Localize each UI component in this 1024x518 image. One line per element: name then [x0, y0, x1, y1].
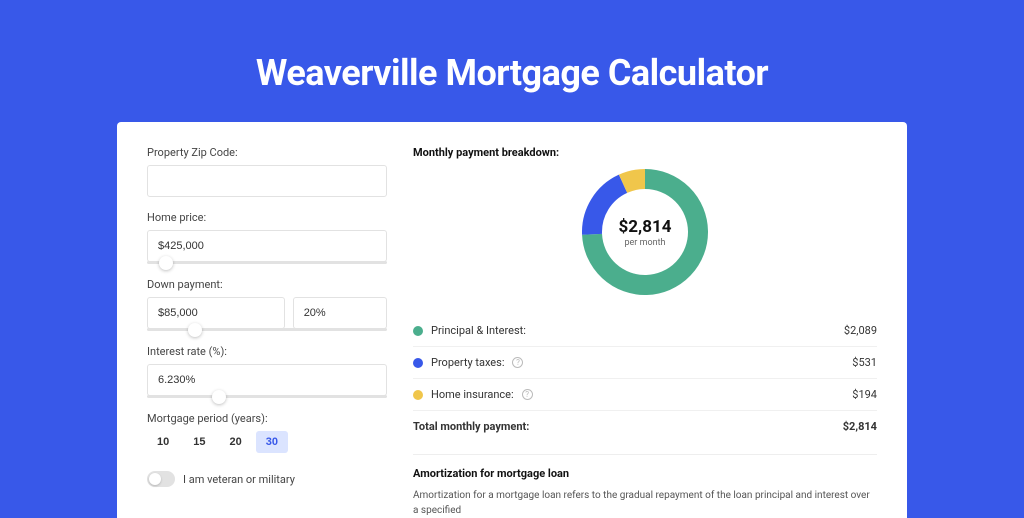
- legend-dot-insurance: [413, 390, 423, 400]
- legend-label-insurance: Home insurance:: [431, 388, 514, 401]
- interest-rate-slider-thumb[interactable]: [212, 390, 226, 404]
- home-price-slider[interactable]: [147, 261, 387, 264]
- down-payment-pct-input[interactable]: [293, 297, 387, 329]
- veteran-row: I am veteran or military: [147, 471, 387, 487]
- period-label: Mortgage period (years):: [147, 412, 387, 425]
- home-price-input[interactable]: [147, 230, 387, 262]
- interest-rate-slider[interactable]: [147, 395, 387, 398]
- zip-input[interactable]: [147, 165, 387, 197]
- down-payment-input[interactable]: [147, 297, 285, 329]
- veteran-label: I am veteran or military: [183, 473, 295, 486]
- zip-field-group: Property Zip Code:: [147, 146, 387, 197]
- zip-label: Property Zip Code:: [147, 146, 387, 159]
- payment-donut-chart: $2,814 per month: [582, 169, 708, 295]
- legend-label-principal: Principal & Interest:: [431, 324, 526, 337]
- donut-wrap: $2,814 per month: [413, 169, 877, 295]
- interest-rate-input[interactable]: [147, 364, 387, 396]
- total-row: Total monthly payment: $2,814: [413, 411, 877, 442]
- breakdown-title: Monthly payment breakdown:: [413, 146, 877, 159]
- amortization-title: Amortization for mortgage loan: [413, 467, 877, 480]
- legend-dot-principal: [413, 326, 423, 336]
- donut-sub: per month: [624, 238, 665, 248]
- interest-rate-field-group: Interest rate (%):: [147, 345, 387, 398]
- period-button-30[interactable]: 30: [256, 431, 288, 453]
- interest-rate-label: Interest rate (%):: [147, 345, 387, 358]
- page-title: Weaverville Mortgage Calculator: [256, 52, 768, 94]
- period-field-group: Mortgage period (years): 10152030: [147, 412, 387, 453]
- legend-dot-taxes: [413, 358, 423, 368]
- total-label: Total monthly payment:: [413, 420, 529, 433]
- home-price-label: Home price:: [147, 211, 387, 224]
- legend-row-insurance: Home insurance:? $194: [413, 379, 877, 411]
- period-button-20[interactable]: 20: [220, 431, 252, 453]
- down-payment-slider-thumb[interactable]: [188, 323, 202, 337]
- legend-label-taxes: Property taxes:: [431, 356, 504, 369]
- donut-value: $2,814: [619, 217, 672, 237]
- legend-value-insurance: $194: [852, 388, 877, 401]
- info-icon[interactable]: ?: [512, 357, 523, 368]
- legend-value-taxes: $531: [852, 356, 877, 369]
- donut-center: $2,814 per month: [582, 169, 708, 295]
- amortization-body: Amortization for a mortgage loan refers …: [413, 488, 877, 518]
- period-button-10[interactable]: 10: [147, 431, 179, 453]
- down-payment-field-group: Down payment:: [147, 278, 387, 331]
- home-price-slider-thumb[interactable]: [159, 256, 173, 270]
- veteran-toggle[interactable]: [147, 471, 175, 487]
- amortization-block: Amortization for mortgage loan Amortizat…: [413, 454, 877, 518]
- period-buttons: 10152030: [147, 431, 387, 453]
- legend-list: Principal & Interest: $2,089 Property taxe…: [413, 315, 877, 411]
- info-icon[interactable]: ?: [522, 389, 533, 400]
- form-column: Property Zip Code: Home price: Down paym…: [147, 146, 387, 518]
- legend-row-taxes: Property taxes:? $531: [413, 347, 877, 379]
- down-payment-label: Down payment:: [147, 278, 387, 291]
- calculator-card: Property Zip Code: Home price: Down paym…: [117, 122, 907, 518]
- legend-value-principal: $2,089: [844, 324, 877, 337]
- home-price-field-group: Home price:: [147, 211, 387, 264]
- down-payment-slider[interactable]: [147, 328, 387, 331]
- breakdown-column: Monthly payment breakdown: $2,814 per mo…: [413, 146, 877, 518]
- legend-row-principal: Principal & Interest: $2,089: [413, 315, 877, 347]
- total-value: $2,814: [843, 420, 877, 433]
- period-button-15[interactable]: 15: [183, 431, 215, 453]
